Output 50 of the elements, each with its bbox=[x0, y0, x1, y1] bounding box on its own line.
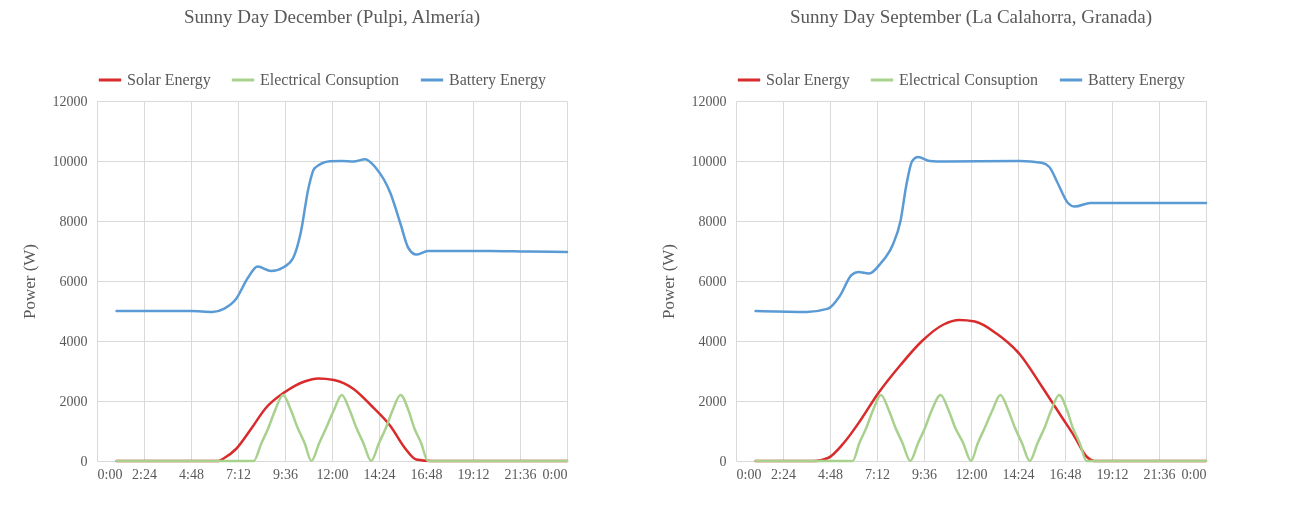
y-tick-label: 6000 bbox=[698, 273, 727, 289]
x-tick-label: 4:48 bbox=[818, 466, 843, 482]
x-tick-label: 9:36 bbox=[912, 466, 937, 482]
y-tick-label: 8000 bbox=[59, 213, 88, 229]
line-series bbox=[115, 157, 569, 314]
chart-title: Sunny Day September (La Calahorra, Granada) bbox=[790, 6, 1152, 28]
x-tick-label: 0:00 bbox=[736, 466, 762, 482]
legend-label: Electrical Consuption bbox=[899, 71, 1039, 89]
x-tick-label: 9:36 bbox=[273, 466, 298, 482]
y-tick-label: 4000 bbox=[698, 333, 727, 349]
y-axis-title: Power (W) bbox=[19, 243, 39, 320]
y-tick-label: 6000 bbox=[59, 273, 88, 289]
line-series bbox=[115, 393, 569, 463]
x-tick-label: 2:24 bbox=[132, 466, 157, 482]
x-tick-label: 14:24 bbox=[1002, 466, 1035, 482]
y-tick-label: 12000 bbox=[691, 93, 727, 109]
y-tick-label: 4000 bbox=[59, 333, 88, 349]
x-tick-label: 12:00 bbox=[316, 466, 349, 482]
x-tick-label: 2:24 bbox=[771, 466, 796, 482]
y-tick-label: 0 bbox=[719, 453, 727, 469]
line-series bbox=[754, 393, 1208, 463]
x-tick-label: 4:48 bbox=[179, 466, 204, 482]
y-tick-label: 2000 bbox=[698, 393, 727, 409]
x-tick-label: 21:36 bbox=[1143, 466, 1176, 482]
line-series bbox=[754, 155, 1208, 314]
y-tick-label: 12000 bbox=[52, 93, 88, 109]
x-tick-label: 0:00 bbox=[542, 466, 568, 482]
x-tick-label: 0:00 bbox=[97, 466, 123, 482]
legend-label: Electrical Consuption bbox=[260, 71, 400, 89]
x-tick-label: 0:00 bbox=[1181, 466, 1207, 482]
x-tick-label: 16:48 bbox=[410, 466, 443, 482]
legend-label: Battery Energy bbox=[1088, 71, 1186, 89]
legend-label: Solar Energy bbox=[127, 71, 211, 89]
x-tick-label: 21:36 bbox=[504, 466, 537, 482]
x-tick-label: 19:12 bbox=[1096, 466, 1129, 482]
legend-label: Battery Energy bbox=[449, 71, 547, 89]
x-tick-label: 7:12 bbox=[865, 466, 890, 482]
legend-label: Solar Energy bbox=[766, 71, 850, 89]
y-tick-label: 10000 bbox=[691, 153, 727, 169]
y-tick-label: 0 bbox=[80, 453, 88, 469]
y-tick-label: 10000 bbox=[52, 153, 88, 169]
y-axis-title: Power (W) bbox=[658, 243, 678, 320]
x-tick-label: 14:24 bbox=[363, 466, 396, 482]
y-tick-label: 2000 bbox=[59, 393, 88, 409]
x-tick-label: 16:48 bbox=[1049, 466, 1082, 482]
chart-title: Sunny Day December (Pulpi, Almería) bbox=[183, 6, 481, 28]
x-tick-label: 12:00 bbox=[955, 466, 988, 482]
x-tick-label: 7:12 bbox=[226, 466, 251, 482]
x-tick-label: 19:12 bbox=[457, 466, 490, 482]
y-tick-label: 8000 bbox=[698, 213, 727, 229]
